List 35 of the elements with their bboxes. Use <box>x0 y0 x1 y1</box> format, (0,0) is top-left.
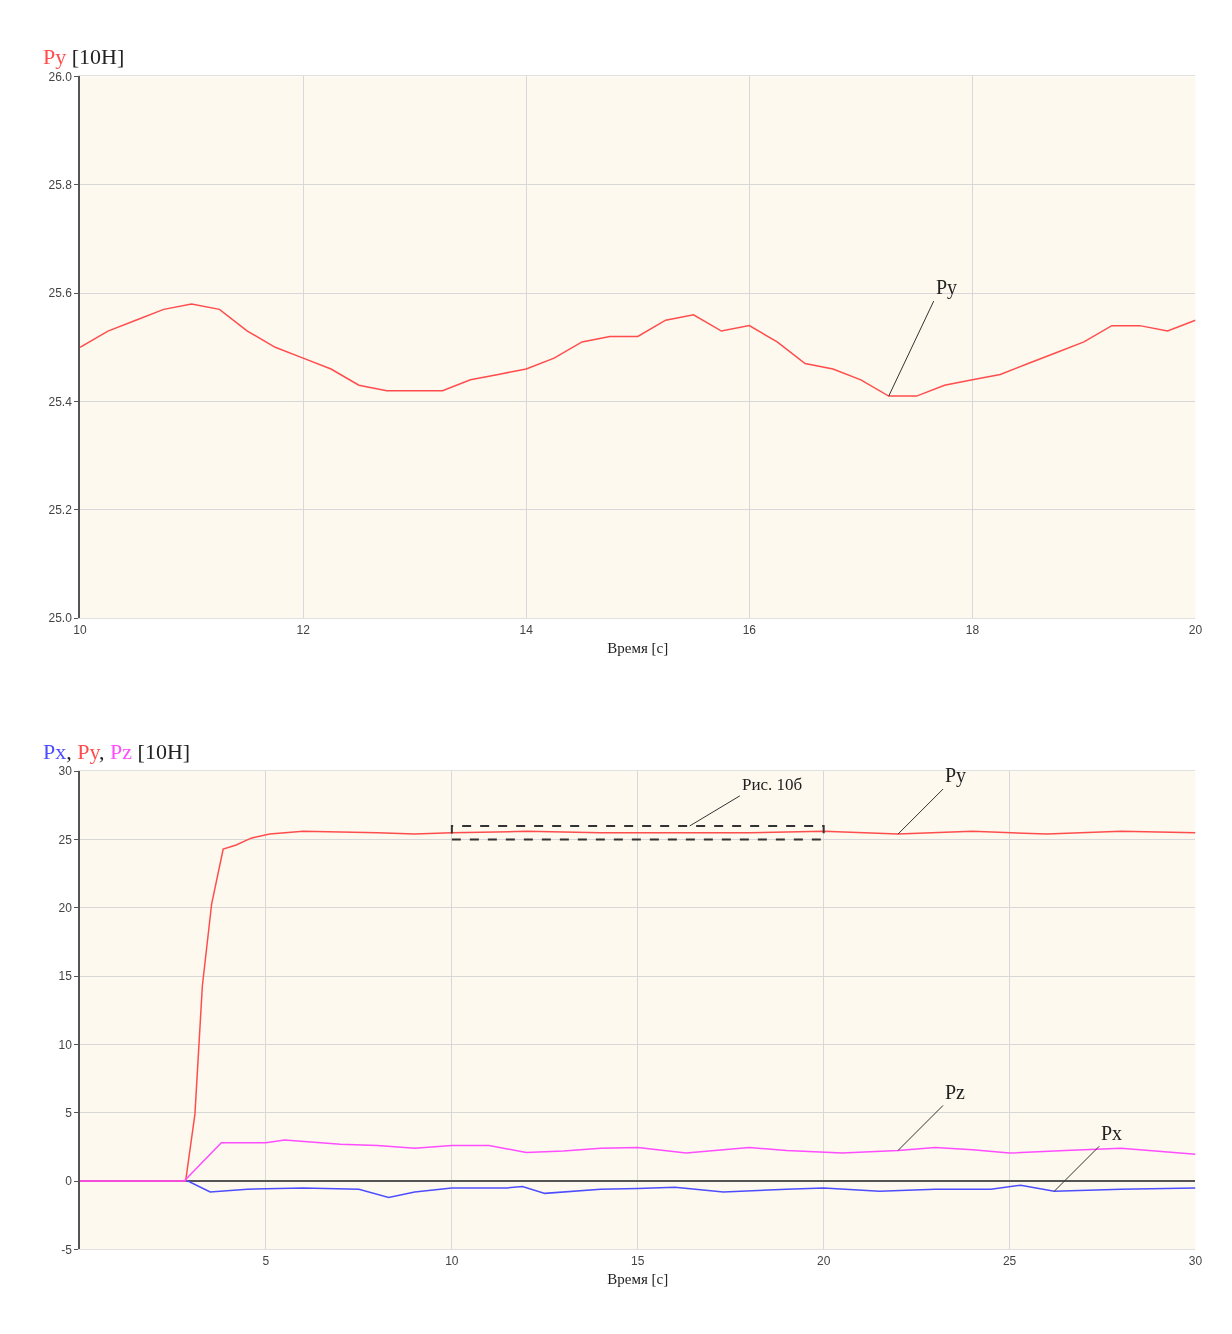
text: Py <box>945 764 967 787</box>
y-tick-label: 25.6 <box>48 286 73 301</box>
x-axis-title: Время [c] <box>607 1270 669 1287</box>
x-tick-label: 14 <box>519 622 534 637</box>
annotation: Рис. 10б <box>742 775 803 794</box>
y-tick-label: 25.2 <box>48 503 73 518</box>
x-tick-label: 5 <box>262 1253 270 1268</box>
y-tick-label: 25.4 <box>48 394 73 409</box>
y-tick-label: 25 <box>58 832 73 847</box>
x-axis-title: Время [c] <box>607 639 669 656</box>
x-tick-label: 10 <box>445 1253 459 1268</box>
y-tick-label: 0 <box>65 1174 73 1189</box>
y-tick-label: -5 <box>61 1242 73 1257</box>
x-tick-label: 15 <box>631 1253 645 1268</box>
y-tick-label: 5 <box>65 1105 73 1120</box>
x-tick-label: 30 <box>1188 1253 1203 1268</box>
x-tick-label: 25 <box>1002 1253 1017 1268</box>
x-tick-label: 18 <box>965 622 980 637</box>
line-series <box>80 303 1196 397</box>
x-tick-label: 12 <box>296 622 311 637</box>
x-tick-label: 20 <box>1188 622 1203 637</box>
y-tick-label: 10 <box>58 1037 73 1052</box>
y-tick-label: 25.0 <box>48 611 73 626</box>
y-tick-label: 30 <box>58 764 73 779</box>
x-tick-label: 20 <box>816 1253 831 1268</box>
text: Px <box>1101 1122 1123 1144</box>
y-tick-label: 20 <box>58 901 73 916</box>
y-axis-title: Py [10H] <box>43 44 125 69</box>
text: Pz <box>945 1081 966 1103</box>
x-tick-label: 16 <box>742 622 757 637</box>
y-axis-title: Px, Py, Pz [10H] <box>43 739 191 764</box>
y-tick-label: 26.0 <box>48 69 73 84</box>
text: Py <box>936 276 958 299</box>
y-tick-label: 15 <box>58 969 73 984</box>
y-tick-label: 25.8 <box>48 177 73 192</box>
